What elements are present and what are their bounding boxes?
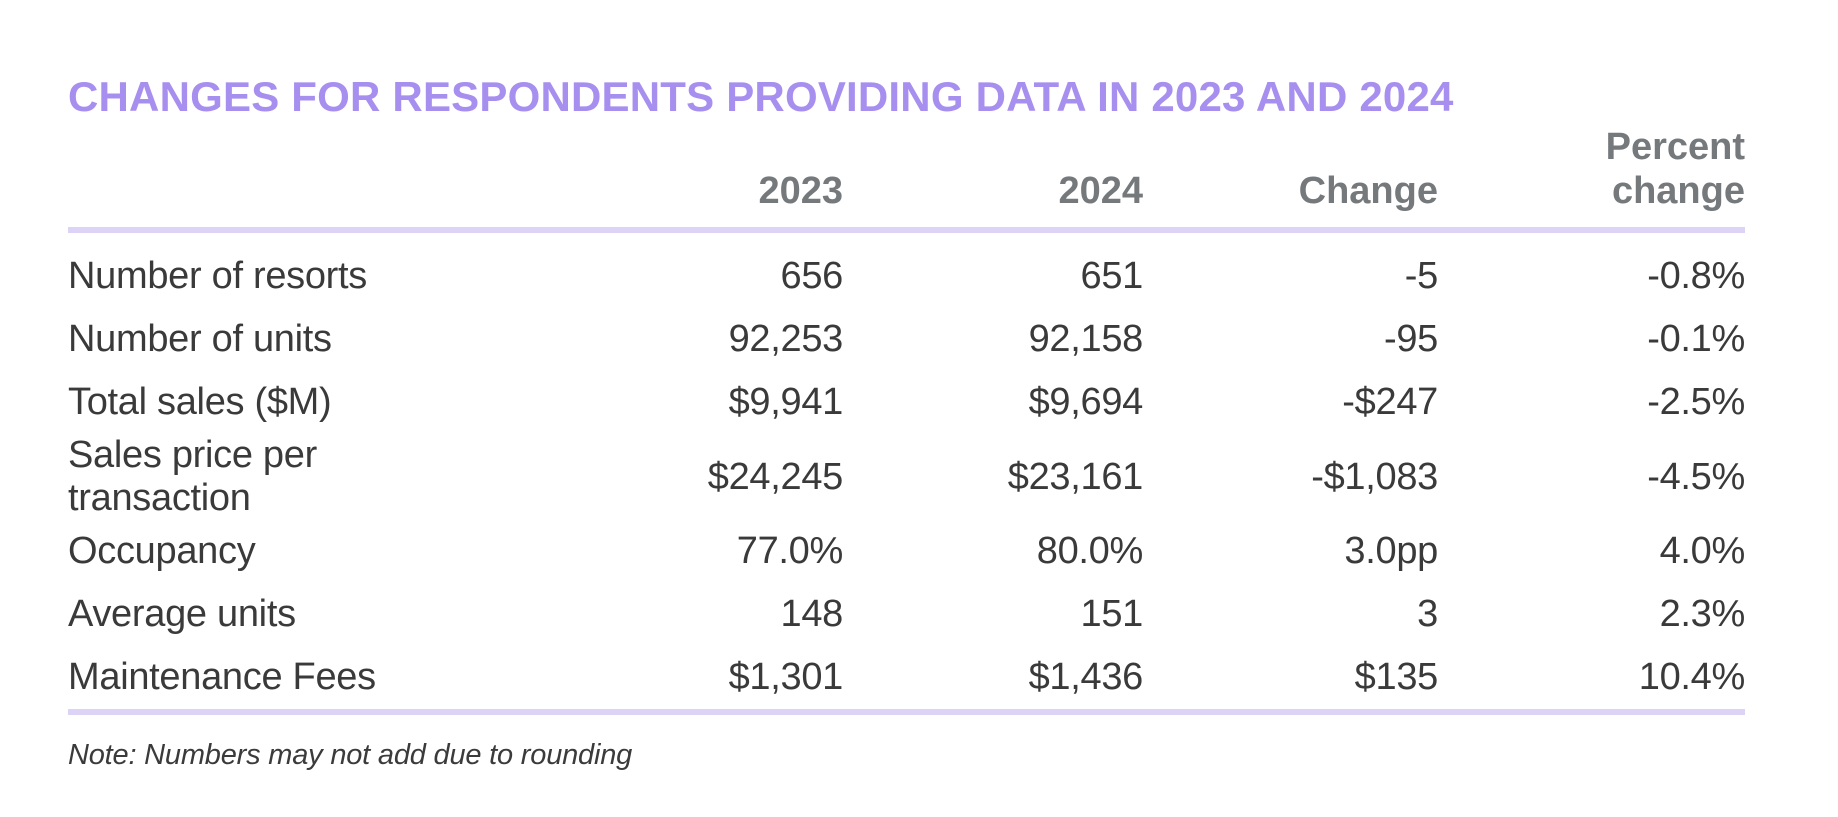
- cell-2024: 80.0%: [1036, 530, 1144, 573]
- column-header-metric: [68, 118, 498, 234]
- cell-change: $135: [1143, 646, 1438, 716]
- cell-percent-change: 4.0%: [1659, 530, 1746, 573]
- cell-2023: 77.0%: [736, 530, 844, 573]
- table-header-row: 2023 2024 Change Percent change: [68, 118, 1745, 234]
- cell-2023: $9,941: [728, 381, 844, 424]
- table-row: Total sales ($M) $9,941 $9,694 -$247 -2.…: [68, 371, 1745, 434]
- footnote: Note: Numbers may not add due to roundin…: [68, 739, 633, 772]
- cell-2024: $9,694: [1028, 381, 1144, 424]
- cell-percent-change: 10.4%: [1438, 646, 1745, 716]
- table-title: CHANGES FOR RESPONDENTS PROVIDING DATA I…: [68, 73, 1454, 120]
- cell-percent-change: 2.3%: [1659, 593, 1746, 636]
- cell-2023: 92,253: [728, 318, 844, 361]
- cell-percent-change: -0.8%: [1647, 255, 1745, 298]
- cell-change: -95: [1383, 318, 1438, 361]
- row-label: Number of resorts: [68, 255, 367, 298]
- cell-change: -5: [1404, 255, 1439, 298]
- cell-percent-change: -4.5%: [1647, 455, 1745, 498]
- table-row: Maintenance Fees $1,301 $1,436 $135 10.4…: [68, 646, 1745, 716]
- changes-table: 2023 2024 Change Percent change Number o…: [68, 118, 1745, 716]
- table-row: Average units 148 151 3 2.3%: [68, 583, 1745, 646]
- cell-percent-change: -2.5%: [1647, 381, 1745, 424]
- column-header-2024: 2024: [843, 118, 1143, 234]
- row-label: Average units: [68, 593, 296, 636]
- column-header-2023: 2023: [498, 118, 843, 234]
- table-row: Number of resorts 656 651 -5 -0.8%: [68, 230, 1745, 308]
- cell-2023: 148: [780, 593, 843, 636]
- row-label: Number of units: [68, 318, 332, 361]
- row-label: Occupancy: [68, 530, 256, 573]
- cell-2023: 656: [780, 255, 843, 298]
- row-label: Sales price per transaction: [68, 434, 317, 520]
- cell-change: -$1,083: [1311, 455, 1438, 498]
- cell-2024: 92,158: [1028, 318, 1144, 361]
- row-label: Total sales ($M): [68, 381, 332, 424]
- cell-2023: $24,245: [707, 455, 844, 498]
- cell-2024: 151: [1080, 593, 1143, 636]
- table-row: Sales price per transaction $24,245 $23,…: [68, 434, 1745, 520]
- cell-change: -$247: [1342, 381, 1438, 424]
- cell-percent-change: -0.1%: [1647, 318, 1745, 361]
- column-header-percent-change: Percent change: [1438, 118, 1745, 234]
- cell-2024: $1,436: [843, 646, 1143, 716]
- cell-change: 3.0pp: [1344, 530, 1438, 573]
- cell-2024: 651: [1080, 255, 1143, 298]
- cell-2024: $23,161: [1007, 455, 1144, 498]
- cell-change: 3: [1417, 593, 1438, 636]
- row-label: Maintenance Fees: [68, 646, 498, 716]
- table-row: Occupancy 77.0% 80.0% 3.0pp 4.0%: [68, 520, 1745, 583]
- table-row: Number of units 92,253 92,158 -95 -0.1%: [68, 308, 1745, 371]
- column-header-change: Change: [1143, 118, 1438, 234]
- cell-2023: $1,301: [498, 646, 843, 716]
